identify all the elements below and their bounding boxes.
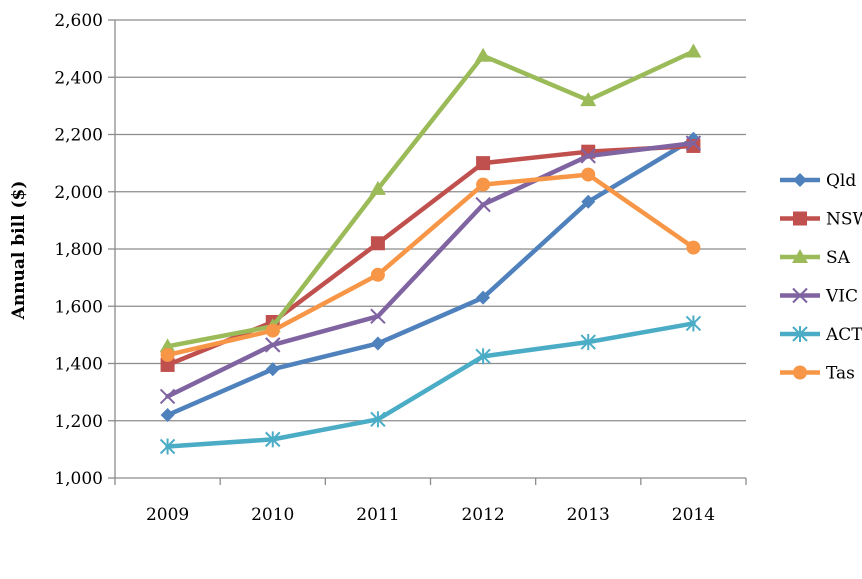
series-tas [160, 167, 701, 362]
data-point-marker [475, 348, 491, 365]
data-point-marker [370, 411, 386, 428]
legend: Qld NSW SA VIC ACT Tas [780, 171, 862, 384]
data-point-marker [475, 47, 492, 62]
data-point-marker [685, 315, 702, 332]
data-point-marker [686, 240, 701, 255]
legend-label: Qld [826, 171, 856, 191]
data-point-marker [476, 290, 491, 305]
data-point-marker [160, 357, 175, 372]
legend-entry-nsw: NSW [780, 210, 862, 230]
legend-entry-sa: SA [780, 248, 851, 268]
data-point-marker [685, 43, 702, 58]
y-tick-label: 2,400 [54, 68, 103, 88]
x-tick-label: 2011 [356, 505, 399, 525]
y-tick-label: 2,200 [54, 126, 103, 146]
data-point-marker [792, 287, 808, 304]
data-point-marker [160, 408, 175, 423]
data-point-marker [159, 388, 176, 405]
data-point-marker [265, 431, 281, 448]
y-tick-label: 2,000 [54, 183, 103, 203]
data-point-marker [581, 167, 596, 182]
x-tick-label: 2014 [672, 505, 715, 525]
series-line [165, 140, 696, 399]
data-point-marker [580, 148, 596, 164]
y-tick-labels: 1,000 1,200 1,400 1,600 1,800 2,000 2,200 2,400… [54, 11, 103, 489]
legend-label: SA [826, 248, 851, 268]
legend-entry-tas: Tas [780, 364, 855, 384]
data-point-marker [370, 236, 385, 251]
series-vic [159, 135, 702, 405]
data-point-marker [159, 438, 176, 455]
y-tick-label: 1,600 [54, 297, 103, 317]
data-point-marker [476, 156, 491, 171]
data-point-marker [581, 194, 596, 209]
data-point-marker [793, 365, 807, 380]
data-point-marker [160, 347, 175, 362]
legend-entry-vic: VIC [780, 287, 858, 307]
y-tick-label: 1,800 [54, 240, 103, 260]
x-tick-labels: 2009 2010 2011 2012 2013 2014 [146, 505, 715, 525]
legend-label: Tas [826, 364, 855, 384]
y-tick-label: 1,400 [54, 355, 103, 375]
data-point-marker [793, 211, 807, 226]
data-point-marker [580, 92, 597, 107]
legend-entry-qld: Qld [780, 171, 856, 191]
axes [108, 19, 747, 485]
series-line [165, 136, 696, 418]
x-tick-label: 2010 [251, 505, 294, 525]
gridlines [115, 19, 746, 422]
data-point-marker [792, 249, 808, 263]
series-lines [159, 43, 702, 455]
data-point-marker [370, 308, 386, 324]
y-tick-label: 2,600 [54, 11, 103, 31]
y-tick-label: 1,200 [54, 412, 103, 432]
data-point-marker [580, 334, 596, 351]
data-point-marker [265, 337, 281, 353]
y-axis-label: Annual bill ($) [9, 181, 29, 321]
data-point-marker [475, 196, 491, 213]
data-point-marker [476, 177, 491, 192]
data-point-marker [159, 338, 176, 353]
data-point-marker [369, 180, 386, 195]
series-line [165, 321, 696, 449]
data-point-marker [370, 336, 385, 351]
data-point-marker [370, 267, 385, 282]
x-tick-label: 2012 [461, 505, 504, 525]
data-point-marker [265, 362, 280, 377]
series-line [165, 49, 696, 349]
x-tick-label: 2013 [567, 505, 610, 525]
series-qld [160, 131, 701, 423]
data-point-marker [793, 173, 807, 187]
data-point-marker [685, 135, 702, 151]
data-point-marker [265, 323, 280, 338]
legend-label: ACT [825, 325, 862, 345]
legend-label: VIC [825, 287, 858, 307]
legend-label: NSW [826, 210, 862, 230]
x-tick-label: 2009 [146, 505, 189, 525]
series-line [165, 172, 696, 358]
y-tick-label: 1,000 [54, 469, 103, 489]
data-point-marker [792, 326, 808, 342]
legend-entry-act: ACT [780, 325, 862, 345]
series-act [159, 315, 702, 455]
